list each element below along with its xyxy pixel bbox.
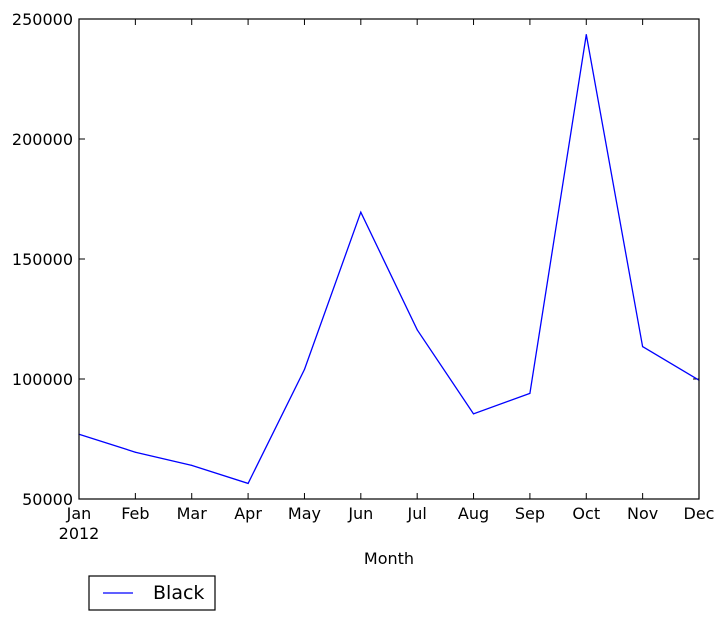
series-line-black (78, 34, 700, 485)
x-tick-label: Dec (684, 504, 715, 523)
data-point (585, 34, 587, 36)
x-axis-ticks: Jan Feb Mar Apr May Jun Jul Aug Sep Oct Nov Dec (66, 19, 715, 523)
x-axis-title: Month (364, 549, 414, 568)
x-tick-label: Nov (627, 504, 658, 523)
data-point (529, 392, 531, 394)
x-tick-label: Mar (177, 504, 208, 523)
y-tick-label: 200000 (12, 130, 73, 149)
y-axis-ticks: 50000 100000 150000 200000 250000 (12, 10, 699, 509)
x-tick-label: Sep (515, 504, 545, 523)
y-tick-label: 100000 (12, 370, 73, 389)
data-point (472, 413, 475, 415)
x-tick-label: Oct (572, 504, 600, 523)
x-tick-label: Feb (121, 504, 149, 523)
x-tick-label: Apr (234, 504, 262, 523)
x-tick-label: Jan (66, 504, 92, 523)
data-point (303, 368, 306, 370)
x-axis-year-label: 2012 (59, 524, 100, 543)
plot-frame (78, 18, 700, 500)
y-tick-label: 50000 (22, 490, 73, 509)
x-tick-label: Aug (458, 504, 489, 523)
x-tick-label: May (288, 504, 321, 523)
data-point (360, 211, 362, 213)
legend: Black (88, 575, 216, 611)
y-tick-label: 150000 (12, 250, 73, 269)
data-point (247, 482, 249, 484)
data-point (134, 451, 136, 453)
y-tick-label: 250000 (12, 10, 73, 29)
data-point (416, 329, 418, 331)
legend-label-black: Black (153, 582, 204, 604)
series-layer (78, 34, 700, 485)
x-tick-label: Jun (347, 504, 373, 523)
data-point (191, 464, 193, 466)
data-point (642, 346, 644, 348)
x-tick-label: Jul (407, 504, 427, 523)
